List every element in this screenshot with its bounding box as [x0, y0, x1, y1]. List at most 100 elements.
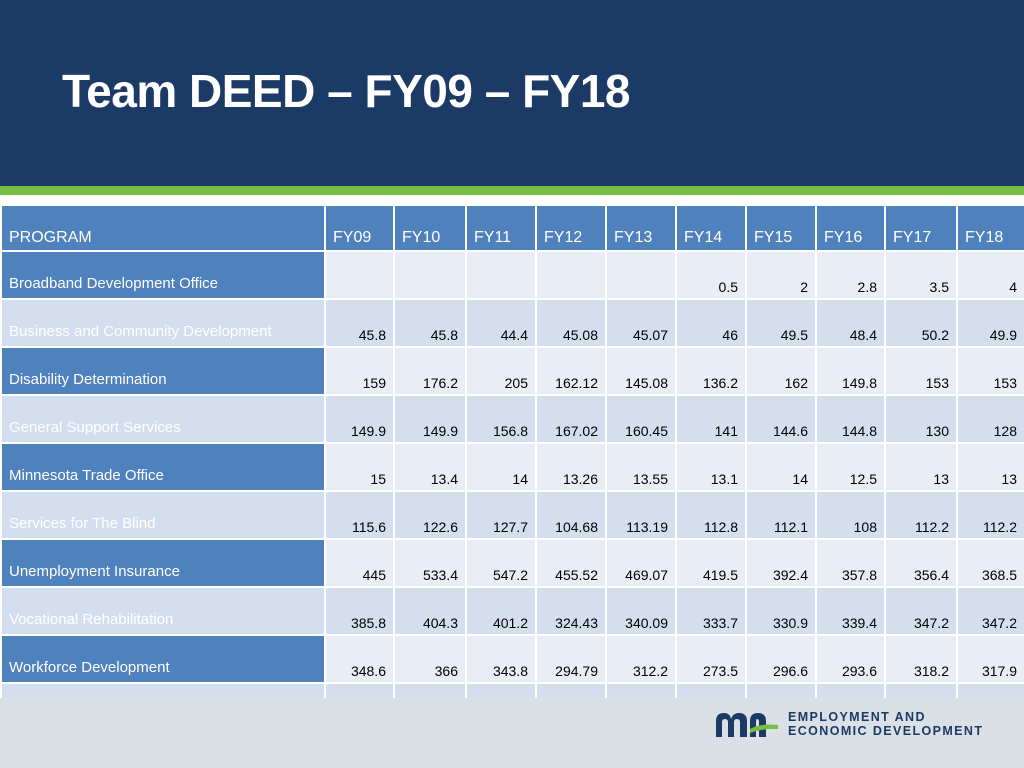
table-row: Broadband Development Office 0.5 2 2.8 3.5 4: [0, 250, 1024, 300]
value-cell: 13.4: [393, 442, 467, 492]
program-name-cell: Business and Community Development: [0, 298, 326, 348]
value-cell: 3.5: [884, 250, 958, 300]
value-cell: 533.4: [393, 538, 467, 588]
value-cell: 13: [884, 442, 958, 492]
header-fy10: FY10: [393, 204, 467, 252]
table-row: Minnesota Trade Office 15 13.4 14 13.26 13.55…: [0, 442, 1024, 492]
value-cell: 14: [745, 442, 817, 492]
value-cell: 2: [745, 250, 817, 300]
value-cell: 153: [956, 346, 1024, 396]
logo-line-2: ECONOMIC DEVELOPMENT: [788, 724, 984, 738]
value-cell: 324.43: [535, 586, 607, 636]
value-cell: 149.9: [393, 394, 467, 444]
value-cell: 318.2: [884, 634, 958, 684]
value-cell: 149.8: [815, 346, 886, 396]
value-cell: 45.08: [535, 298, 607, 348]
white-divider: [0, 195, 1024, 204]
value-cell: 330.9: [745, 586, 817, 636]
table-row: Vocational Rehabilitation 385.8 404.3 401.2…: [0, 586, 1024, 636]
value-cell: [324, 250, 395, 300]
value-cell: 4: [956, 250, 1024, 300]
table-row: Disability Determination 159 176.2 205 162.1…: [0, 346, 1024, 396]
value-cell: 343.8: [465, 634, 537, 684]
value-cell: 347.2: [884, 586, 958, 636]
value-cell: 13.1: [675, 442, 747, 492]
header-fy12: FY12: [535, 204, 607, 252]
value-cell: 273.5: [675, 634, 747, 684]
value-cell: 347.2: [956, 586, 1024, 636]
header-fy14: FY14: [675, 204, 747, 252]
value-cell: 317.9: [956, 634, 1024, 684]
value-cell: 12.5: [815, 442, 886, 492]
deed-logo: EMPLOYMENT AND ECONOMIC DEVELOPMENT: [714, 708, 983, 740]
value-cell: 108: [815, 490, 886, 540]
value-cell: 159: [324, 346, 395, 396]
value-cell: 15: [324, 442, 395, 492]
value-cell: 356.4: [884, 538, 958, 588]
value-cell: 167.02: [535, 394, 607, 444]
value-cell: 49.5: [745, 298, 817, 348]
value-cell: 296.6: [745, 634, 817, 684]
value-cell: 48.4: [815, 298, 886, 348]
value-cell: 162.12: [535, 346, 607, 396]
program-name-cell: Vocational Rehabilitation: [0, 586, 326, 636]
value-cell: 130: [884, 394, 958, 444]
value-cell: 176.2: [393, 346, 467, 396]
value-cell: 455.52: [535, 538, 607, 588]
program-name-cell: Services for The Blind: [0, 490, 326, 540]
value-cell: 113.19: [605, 490, 677, 540]
header-fy13: FY13: [605, 204, 677, 252]
table-row: Business and Community Development 45.8 45…: [0, 298, 1024, 348]
header-fy16: FY16: [815, 204, 886, 252]
value-cell: 149.9: [324, 394, 395, 444]
table-header-row: PROGRAM FY09 FY10 FY11 FY12 FY13 FY14 FY15 FY16 F…: [0, 204, 1024, 252]
value-cell: 112.1: [745, 490, 817, 540]
staffing-table: PROGRAM FY09 FY10 FY11 FY12 FY13 FY14 FY15 FY16 F…: [0, 204, 1024, 732]
value-cell: 366: [393, 634, 467, 684]
value-cell: 357.8: [815, 538, 886, 588]
value-cell: 127.7: [465, 490, 537, 540]
value-cell: 153: [884, 346, 958, 396]
value-cell: 162: [745, 346, 817, 396]
value-cell: 49.9: [956, 298, 1024, 348]
value-cell: 419.5: [675, 538, 747, 588]
value-cell: 13: [956, 442, 1024, 492]
slide-footer: [0, 698, 1024, 768]
value-cell: 14: [465, 442, 537, 492]
program-name-cell: Disability Determination: [0, 346, 326, 396]
value-cell: 145.08: [605, 346, 677, 396]
value-cell: 112.8: [675, 490, 747, 540]
value-cell: [605, 250, 677, 300]
value-cell: 45.8: [393, 298, 467, 348]
value-cell: 0.5: [675, 250, 747, 300]
header-program: PROGRAM: [0, 204, 326, 252]
table-body: Broadband Development Office 0.5 2 2.8 3.5 4 B…: [0, 250, 1024, 732]
header-fy15: FY15: [745, 204, 817, 252]
value-cell: 13.55: [605, 442, 677, 492]
value-cell: 45.8: [324, 298, 395, 348]
value-cell: [535, 250, 607, 300]
table-row: General Support Services 149.9 149.9 156.8 1…: [0, 394, 1024, 444]
value-cell: 205: [465, 346, 537, 396]
value-cell: [465, 250, 537, 300]
value-cell: 44.4: [465, 298, 537, 348]
value-cell: 144.8: [815, 394, 886, 444]
value-cell: 333.7: [675, 586, 747, 636]
value-cell: 339.4: [815, 586, 886, 636]
slide-title: Team DEED – FY09 – FY18: [62, 65, 631, 117]
value-cell: 348.6: [324, 634, 395, 684]
value-cell: 46: [675, 298, 747, 348]
program-name-cell: Broadband Development Office: [0, 250, 326, 300]
staffing-table-container: PROGRAM FY09 FY10 FY11 FY12 FY13 FY14 FY15 FY16 F…: [0, 204, 1024, 732]
value-cell: 136.2: [675, 346, 747, 396]
value-cell: 368.5: [956, 538, 1024, 588]
table-row: Unemployment Insurance 445 533.4 547.2 455.5…: [0, 538, 1024, 588]
slide-header: Team DEED – FY09 – FY18: [0, 0, 1024, 186]
header-fy18: FY18: [956, 204, 1024, 252]
value-cell: 445: [324, 538, 395, 588]
table-row: Services for The Blind 115.6 122.6 127.7 104…: [0, 490, 1024, 540]
mn-logo-icon: [716, 713, 778, 737]
value-cell: 156.8: [465, 394, 537, 444]
value-cell: 112.2: [956, 490, 1024, 540]
table-row: Workforce Development 348.6 366 343.8 294.79…: [0, 634, 1024, 684]
